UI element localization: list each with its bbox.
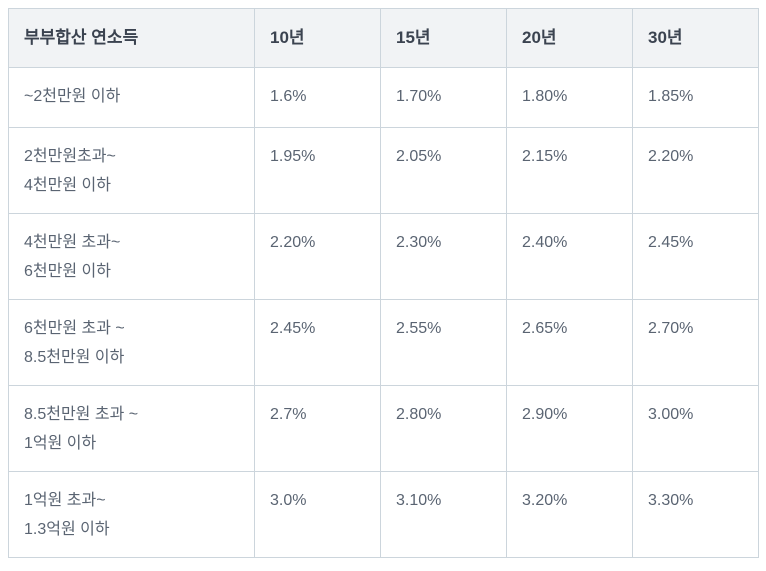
header-row: 부부합산 연소득 10년 15년 20년 30년 — [8, 8, 759, 68]
rate-cell: 2.20% — [254, 213, 381, 300]
rate-cell: 3.0% — [254, 471, 381, 558]
rate-cell: 3.00% — [632, 385, 759, 472]
table-row: 4천만원 초과~ 6천만원 이하 2.20% 2.30% 2.40% 2.45% — [8, 213, 759, 300]
rate-cell: 1.70% — [380, 67, 507, 128]
rate-cell: 2.80% — [380, 385, 507, 472]
rate-cell: 3.30% — [632, 471, 759, 558]
table-row: 2천만원초과~ 4천만원 이하 1.95% 2.05% 2.15% 2.20% — [8, 127, 759, 214]
rate-cell: 3.20% — [506, 471, 633, 558]
column-header-10yr: 10년 — [254, 8, 381, 68]
rate-cell: 1.95% — [254, 127, 381, 214]
income-range-cell: 4천만원 초과~ 6천만원 이하 — [8, 213, 255, 300]
column-header-income: 부부합산 연소득 — [8, 8, 255, 68]
rate-cell: 2.30% — [380, 213, 507, 300]
rate-cell: 2.15% — [506, 127, 633, 214]
income-rate-table: 부부합산 연소득 10년 15년 20년 30년 ~2천만원 이하 1.6% 1.7… — [8, 8, 759, 558]
rate-cell: 2.05% — [380, 127, 507, 214]
rate-cell: 2.55% — [380, 299, 507, 386]
rate-cell: 2.45% — [254, 299, 381, 386]
income-range-cell: 2천만원초과~ 4천만원 이하 — [8, 127, 255, 214]
income-range-cell: 8.5천만원 초과 ~ 1억원 이하 — [8, 385, 255, 472]
table-row: ~2천만원 이하 1.6% 1.70% 1.80% 1.85% — [8, 67, 759, 128]
income-range-cell: 6천만원 초과 ~ 8.5천만원 이하 — [8, 299, 255, 386]
table-row: 6천만원 초과 ~ 8.5천만원 이하 2.45% 2.55% 2.65% 2.70% — [8, 299, 759, 386]
rate-cell: 1.80% — [506, 67, 633, 128]
table-row: 1억원 초과~ 1.3억원 이하 3.0% 3.10% 3.20% 3.30% — [8, 471, 759, 558]
rate-cell: 2.65% — [506, 299, 633, 386]
income-range-cell: 1억원 초과~ 1.3억원 이하 — [8, 471, 255, 558]
rate-cell: 2.7% — [254, 385, 381, 472]
rate-cell: 1.6% — [254, 67, 381, 128]
rate-cell: 2.70% — [632, 299, 759, 386]
rate-cell: 1.85% — [632, 67, 759, 128]
column-header-30yr: 30년 — [632, 8, 759, 68]
rate-cell: 2.20% — [632, 127, 759, 214]
column-header-20yr: 20년 — [506, 8, 633, 68]
rate-cell: 2.40% — [506, 213, 633, 300]
table-row: 8.5천만원 초과 ~ 1억원 이하 2.7% 2.80% 2.90% 3.00% — [8, 385, 759, 472]
income-range-cell: ~2천만원 이하 — [8, 67, 255, 128]
rate-cell: 2.45% — [632, 213, 759, 300]
column-header-15yr: 15년 — [380, 8, 507, 68]
rate-cell: 2.90% — [506, 385, 633, 472]
rate-cell: 3.10% — [380, 471, 507, 558]
